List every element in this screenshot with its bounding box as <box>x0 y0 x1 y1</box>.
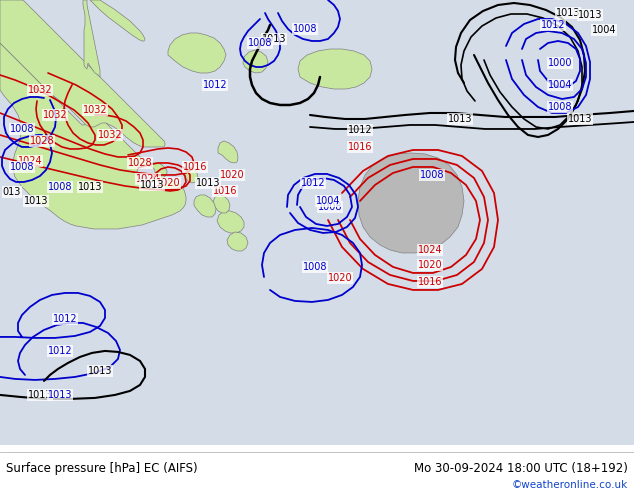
Text: 1013: 1013 <box>48 390 72 400</box>
Text: 1008: 1008 <box>10 124 34 134</box>
Text: 1024: 1024 <box>418 245 443 255</box>
Text: 1008: 1008 <box>48 182 72 192</box>
Text: 013: 013 <box>3 187 21 197</box>
Text: 1013: 1013 <box>262 34 286 44</box>
Polygon shape <box>0 0 186 229</box>
Text: Surface pressure [hPa] EC (AIFS): Surface pressure [hPa] EC (AIFS) <box>6 462 198 475</box>
Text: 1012: 1012 <box>347 125 372 135</box>
Text: 1016: 1016 <box>213 186 237 196</box>
Polygon shape <box>90 0 145 41</box>
Text: 1013: 1013 <box>196 178 220 188</box>
Text: 1013: 1013 <box>28 390 52 400</box>
Text: 1012: 1012 <box>203 80 228 90</box>
Text: 1000: 1000 <box>548 58 573 68</box>
Polygon shape <box>194 195 216 217</box>
Text: 1004: 1004 <box>316 196 340 206</box>
Polygon shape <box>358 153 464 253</box>
Text: 1016: 1016 <box>418 277 443 287</box>
Text: 1013: 1013 <box>78 182 102 192</box>
Polygon shape <box>0 0 165 147</box>
Text: 1004: 1004 <box>592 25 616 35</box>
Text: 1032: 1032 <box>28 85 53 95</box>
Text: 1013: 1013 <box>578 10 602 20</box>
Text: 1008: 1008 <box>303 262 327 272</box>
Text: 1013: 1013 <box>23 196 48 206</box>
Text: 1012: 1012 <box>48 346 72 356</box>
Text: 1013: 1013 <box>87 366 112 376</box>
Text: 1013: 1013 <box>568 114 592 124</box>
Text: 1028: 1028 <box>30 136 55 146</box>
Text: 1032: 1032 <box>82 105 107 115</box>
Text: 1008: 1008 <box>420 170 444 180</box>
Polygon shape <box>218 141 238 163</box>
Text: 1020: 1020 <box>418 260 443 270</box>
Text: 1016: 1016 <box>348 142 372 152</box>
Text: 1028: 1028 <box>127 158 152 168</box>
Polygon shape <box>168 33 226 73</box>
Text: 1020: 1020 <box>220 170 244 180</box>
Polygon shape <box>298 49 372 89</box>
Polygon shape <box>227 232 248 251</box>
Polygon shape <box>213 195 230 213</box>
Text: 1008: 1008 <box>318 202 342 212</box>
Text: 1024: 1024 <box>136 174 160 184</box>
Polygon shape <box>83 0 100 77</box>
Text: ©weatheronline.co.uk: ©weatheronline.co.uk <box>512 480 628 490</box>
Text: 1012: 1012 <box>301 178 325 188</box>
Text: 1020: 1020 <box>156 178 180 188</box>
Text: 1008: 1008 <box>293 24 317 34</box>
Text: 1008: 1008 <box>10 162 34 172</box>
Text: 1013: 1013 <box>556 8 580 18</box>
Text: 1012: 1012 <box>53 314 77 324</box>
Text: 1032: 1032 <box>42 110 67 120</box>
Text: 1013: 1013 <box>448 114 472 124</box>
Text: 1013: 1013 <box>139 180 164 190</box>
Text: 1032: 1032 <box>98 130 122 140</box>
Text: Mo 30-09-2024 18:00 UTC (18+192): Mo 30-09-2024 18:00 UTC (18+192) <box>414 462 628 475</box>
Polygon shape <box>243 50 268 73</box>
Polygon shape <box>185 167 198 183</box>
Text: 1008: 1008 <box>248 38 272 48</box>
Polygon shape <box>217 211 244 233</box>
Text: 1024: 1024 <box>18 156 42 166</box>
Text: 1008: 1008 <box>548 102 573 112</box>
Text: 1004: 1004 <box>548 80 573 90</box>
Text: 1016: 1016 <box>183 162 207 172</box>
Text: 1012: 1012 <box>541 20 566 30</box>
Text: 1020: 1020 <box>328 273 353 283</box>
